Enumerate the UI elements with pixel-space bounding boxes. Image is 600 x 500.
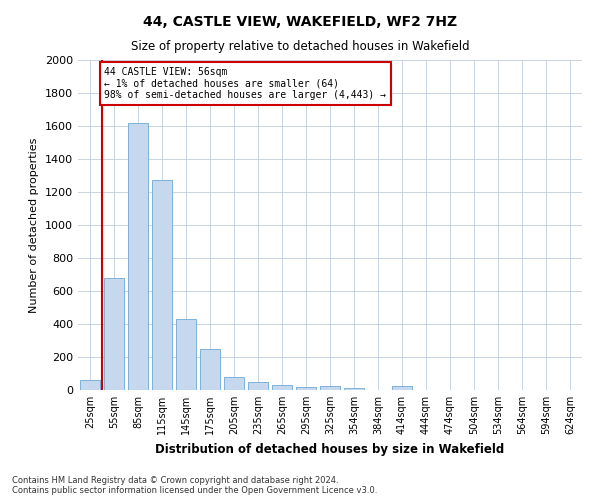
X-axis label: Distribution of detached houses by size in Wakefield: Distribution of detached houses by size … bbox=[155, 442, 505, 456]
Bar bbox=[224, 377, 244, 390]
Text: Size of property relative to detached houses in Wakefield: Size of property relative to detached ho… bbox=[131, 40, 469, 53]
Bar bbox=[176, 319, 196, 390]
Bar bbox=[128, 122, 148, 390]
Bar bbox=[392, 386, 412, 390]
Text: Contains HM Land Registry data © Crown copyright and database right 2024.
Contai: Contains HM Land Registry data © Crown c… bbox=[12, 476, 377, 495]
Bar bbox=[200, 349, 220, 390]
Bar bbox=[248, 382, 268, 390]
Bar bbox=[272, 385, 292, 390]
Bar bbox=[344, 388, 364, 390]
Bar bbox=[320, 386, 340, 390]
Bar bbox=[104, 278, 124, 390]
Text: 44, CASTLE VIEW, WAKEFIELD, WF2 7HZ: 44, CASTLE VIEW, WAKEFIELD, WF2 7HZ bbox=[143, 15, 457, 29]
Bar bbox=[152, 180, 172, 390]
Bar bbox=[80, 380, 100, 390]
Bar bbox=[296, 386, 316, 390]
Text: 44 CASTLE VIEW: 56sqm
← 1% of detached houses are smaller (64)
98% of semi-detac: 44 CASTLE VIEW: 56sqm ← 1% of detached h… bbox=[104, 66, 386, 100]
Y-axis label: Number of detached properties: Number of detached properties bbox=[29, 138, 40, 312]
